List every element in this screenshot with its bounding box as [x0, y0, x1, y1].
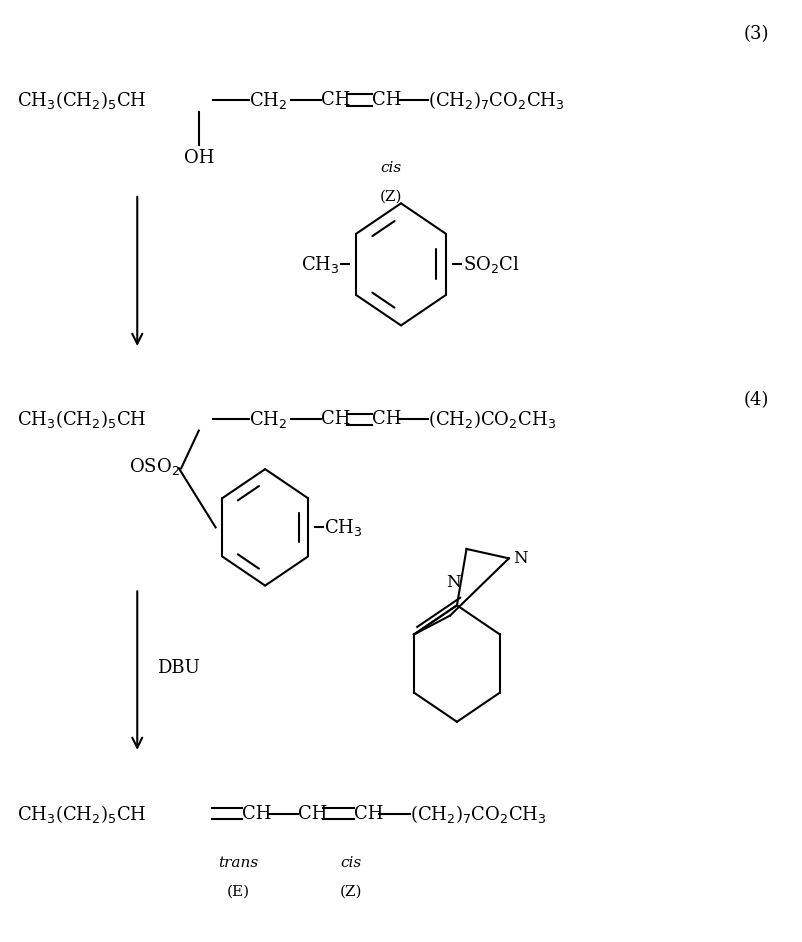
Text: CH$_3$(CH$_2$)$_5$CH: CH$_3$(CH$_2$)$_5$CH: [18, 803, 147, 825]
Text: trans: trans: [219, 856, 259, 870]
Text: N: N: [446, 575, 460, 592]
Text: CH$_3$(CH$_2$)$_5$CH: CH$_3$(CH$_2$)$_5$CH: [18, 89, 147, 111]
Text: (Z): (Z): [380, 189, 403, 203]
Text: (CH$_2$)$_7$CO$_2$CH$_3$: (CH$_2$)$_7$CO$_2$CH$_3$: [410, 803, 546, 825]
Text: CH: CH: [298, 804, 327, 822]
Text: CH$_3$: CH$_3$: [324, 517, 363, 538]
Text: cis: cis: [340, 856, 361, 870]
Text: CH$_3$(CH$_2$)$_5$CH: CH$_3$(CH$_2$)$_5$CH: [18, 408, 147, 430]
Text: CH: CH: [321, 411, 350, 429]
Text: cis: cis: [381, 161, 402, 175]
Text: SO$_2$Cl: SO$_2$Cl: [463, 254, 520, 275]
Text: CH: CH: [354, 804, 383, 822]
Text: OSO$_2$: OSO$_2$: [129, 456, 180, 477]
Text: CH$_3$: CH$_3$: [301, 254, 339, 275]
Text: OH: OH: [184, 149, 214, 167]
Text: (E): (E): [227, 885, 250, 899]
Text: CH: CH: [372, 411, 402, 429]
Text: (CH$_2$)CO$_2$CH$_3$: (CH$_2$)CO$_2$CH$_3$: [428, 408, 557, 430]
Text: N: N: [513, 550, 528, 567]
Text: (Z): (Z): [339, 885, 362, 899]
Text: CH: CH: [242, 804, 271, 822]
Text: CH$_2$: CH$_2$: [249, 409, 288, 430]
Text: (4): (4): [743, 391, 768, 409]
Text: CH$_2$: CH$_2$: [249, 89, 288, 110]
Text: (3): (3): [743, 24, 768, 43]
Text: DBU: DBU: [157, 659, 200, 677]
Text: (CH$_2$)$_7$CO$_2$CH$_3$: (CH$_2$)$_7$CO$_2$CH$_3$: [428, 89, 565, 111]
Text: CH: CH: [321, 91, 350, 109]
Text: CH: CH: [372, 91, 402, 109]
